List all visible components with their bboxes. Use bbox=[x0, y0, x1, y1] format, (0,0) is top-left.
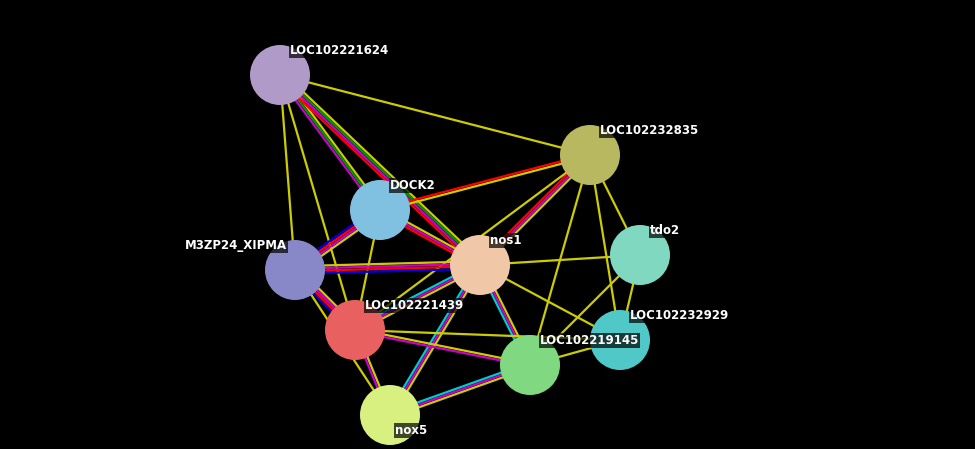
Circle shape bbox=[360, 385, 420, 445]
Circle shape bbox=[450, 235, 510, 295]
Text: LOC102221624: LOC102221624 bbox=[290, 44, 389, 57]
Text: nox5: nox5 bbox=[395, 424, 427, 437]
Text: LOC102232929: LOC102232929 bbox=[630, 309, 729, 322]
Text: tdo2: tdo2 bbox=[650, 224, 681, 237]
Text: nos1: nos1 bbox=[490, 234, 522, 247]
Text: M3ZP24_XIPMA: M3ZP24_XIPMA bbox=[185, 239, 287, 252]
Circle shape bbox=[590, 310, 650, 370]
Circle shape bbox=[265, 240, 325, 300]
Circle shape bbox=[325, 300, 385, 360]
Circle shape bbox=[350, 180, 410, 240]
Text: LOC102219145: LOC102219145 bbox=[540, 334, 640, 347]
Circle shape bbox=[250, 45, 310, 105]
Circle shape bbox=[610, 225, 670, 285]
Text: DOCK2: DOCK2 bbox=[390, 179, 436, 192]
Text: LOC102232835: LOC102232835 bbox=[600, 124, 699, 137]
Text: LOC102221439: LOC102221439 bbox=[365, 299, 464, 312]
Circle shape bbox=[500, 335, 560, 395]
Circle shape bbox=[560, 125, 620, 185]
